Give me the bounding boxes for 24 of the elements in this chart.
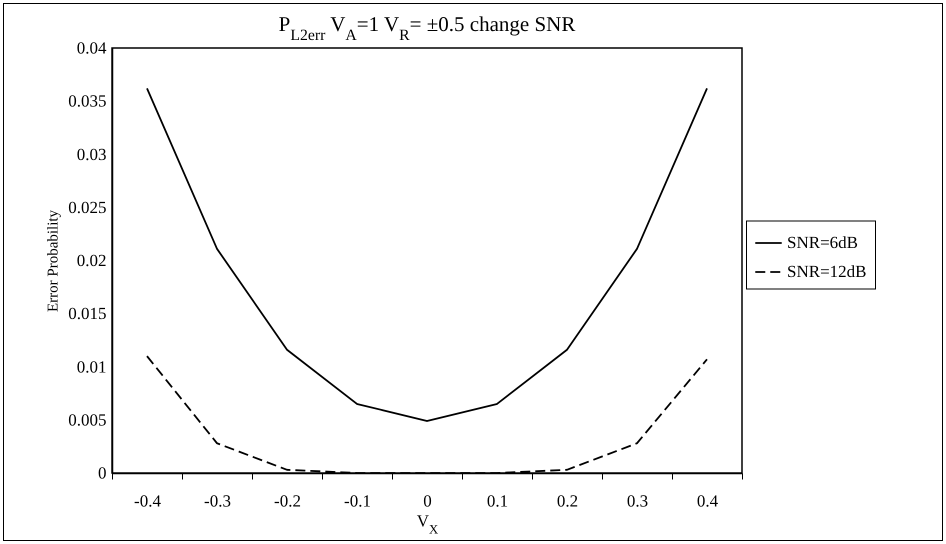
y-tick-label: 0.015 [68, 304, 106, 324]
x-tick-label: -0.2 [274, 492, 301, 510]
x-tick-label: 0.1 [486, 492, 508, 510]
y-tick-label: 0.01 [76, 357, 106, 376]
y-tick-label: 0.025 [68, 198, 106, 217]
x-tick-label: 0.2 [556, 492, 578, 510]
legend-label: SNR=6dB [787, 233, 858, 252]
y-tick-label: 0 [98, 464, 106, 482]
y-tick-label: 0.005 [68, 410, 106, 430]
y-tick-label: 0.04 [76, 38, 107, 58]
chart-title: P$_{L2err}$ V$_{A}$=1 V$_{R}$= ±0.5 change SNR [278, 12, 576, 44]
x-tick-label: 0 [423, 492, 432, 510]
y-axis-title: Error Probability [45, 209, 62, 312]
x-axis-title: V$_{X}$ [416, 512, 438, 536]
y-tick-label: 0.02 [76, 251, 106, 270]
y-tick-label: 0.035 [68, 92, 106, 111]
x-tick-label: -0.1 [344, 492, 371, 510]
line-series [146, 87, 708, 422]
x-tick-label: -0.4 [134, 492, 162, 510]
x-tick-label: 0.3 [626, 492, 648, 510]
y-tick-label: 0.03 [76, 144, 106, 164]
x-tick-label: -0.3 [204, 492, 231, 510]
legend-label: SNR=12dB [787, 262, 866, 281]
x-tick-label: 0.4 [696, 492, 719, 510]
